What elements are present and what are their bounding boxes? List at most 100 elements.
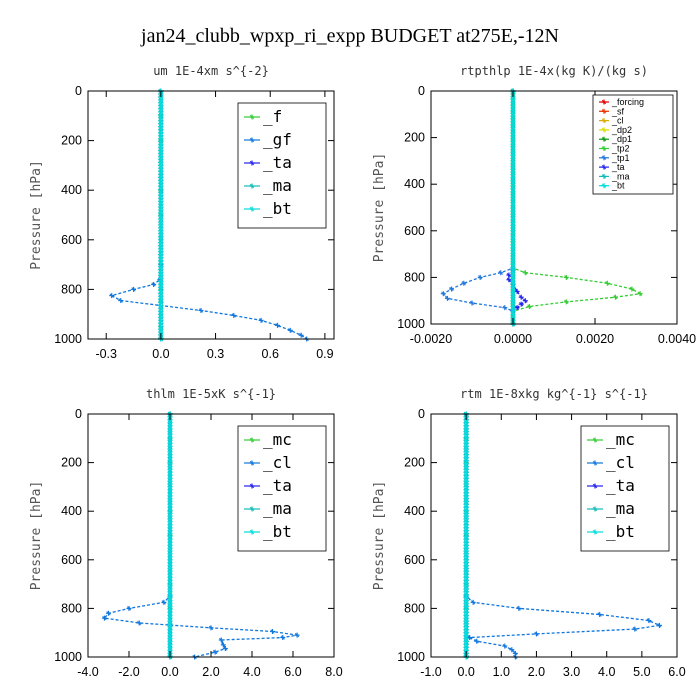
legend-marker — [601, 146, 607, 151]
legend-label: _forcing — [611, 97, 644, 107]
data-point — [518, 301, 524, 307]
legend-item: _forcing — [599, 97, 644, 107]
legend-item: _tp1 — [599, 153, 630, 163]
y-tick-label: 1000 — [397, 317, 425, 331]
legend-label: _tp1 — [611, 153, 630, 163]
y-tick-label: 0 — [418, 84, 425, 98]
x-tick-label: -0.0020 — [410, 332, 452, 346]
data-point — [656, 622, 662, 628]
legend-label: _sf — [611, 106, 625, 116]
legend-label: _ma — [611, 171, 630, 181]
legend-marker — [601, 108, 607, 114]
y-tick-label: 600 — [61, 233, 82, 247]
x-tick-label: 5.0 — [633, 665, 650, 679]
data-point — [604, 280, 610, 286]
legend-item: _ta — [599, 162, 625, 172]
legend-label: _mc — [606, 430, 635, 449]
data-point — [597, 611, 603, 617]
data-point — [440, 291, 446, 297]
x-tick-label: -2.0 — [118, 665, 140, 679]
x-tick-label: 0.0040 — [658, 332, 696, 346]
x-tick-label: 0.0 — [457, 665, 474, 679]
chart-panel-2: rtpthlp 1E-4x(kg K)/(kg s) Pressure [hPa]… — [372, 64, 696, 346]
x-tick-label: -4.0 — [77, 665, 99, 679]
legend-label: _ta — [263, 476, 292, 495]
data-point — [518, 294, 524, 300]
data-point — [613, 294, 618, 300]
legend-marker — [601, 136, 607, 142]
legend: _forcing_sf_cl_dp2_dp1_tp2_tp1_ta_ma_bt — [592, 94, 674, 195]
data-point — [522, 270, 528, 276]
x-tick-label: 0.0020 — [576, 332, 614, 346]
x-tick-label: 8.0 — [325, 665, 342, 679]
data-point — [208, 625, 214, 631]
series-group — [109, 88, 310, 342]
data-point — [222, 645, 228, 651]
data-point — [151, 281, 157, 287]
x-tick-label: -1.0 — [420, 665, 442, 679]
data-point — [198, 307, 204, 313]
y-tick-label: 0 — [75, 84, 82, 98]
legend-label: _f — [263, 107, 282, 126]
data-point — [563, 274, 569, 280]
data-point — [563, 299, 569, 305]
data-point — [629, 286, 635, 292]
legend-label: _ma — [263, 176, 292, 195]
data-point — [477, 274, 483, 280]
legend-item: _cl — [599, 116, 624, 126]
x-tick-label: 0.9 — [316, 347, 333, 361]
data-point — [502, 643, 508, 649]
y-axis-label: Pressure [hPa] — [29, 160, 44, 270]
legend-item: _gf — [244, 130, 292, 149]
panel-title: rtm 1E-8xkg kg^{-1} s^{-1} — [460, 387, 648, 401]
x-tick-label: 4.0 — [598, 665, 615, 679]
legend-label: _dp1 — [611, 134, 632, 144]
data-point — [106, 610, 111, 616]
legend: _mc _cl _ta _ma _bt — [580, 425, 670, 552]
y-tick-label: 0 — [75, 407, 82, 421]
data-point — [294, 632, 300, 638]
legend-marker — [601, 164, 607, 170]
y-tick-label: 800 — [404, 270, 425, 284]
y-axis-label: Pressure [hPa] — [29, 481, 44, 591]
x-tick-label: 0.3 — [207, 347, 224, 361]
y-tick-label: 400 — [404, 177, 425, 191]
data-point — [270, 628, 275, 634]
figure-title: jan24_clubb_wpxp_ri_expp BUDGET at275E,-… — [140, 25, 559, 47]
data-point — [258, 317, 264, 323]
y-tick-label: 600 — [61, 553, 82, 567]
legend-marker — [249, 137, 255, 143]
chart-panel-3: thlm 1E-5xK s^{-1} Pressure [hPa] -4.0 -2.0… — [29, 387, 343, 679]
data-point — [280, 635, 286, 641]
legend-marker — [249, 206, 255, 212]
y-tick-label: 800 — [404, 601, 425, 615]
y-tick-label: 400 — [404, 504, 425, 518]
legend-label: _dp2 — [611, 125, 632, 135]
legend-label: _tp2 — [611, 144, 630, 154]
x-tick-label: 4.0 — [243, 665, 260, 679]
y-tick-label: 800 — [61, 601, 82, 615]
x-tick-label: 2.0 — [528, 665, 545, 679]
data-point — [109, 293, 115, 299]
data-point — [287, 327, 293, 333]
legend-item: _dp1 — [599, 134, 632, 144]
legend-marker — [601, 155, 607, 161]
data-point — [646, 618, 652, 624]
panel-title: thlm 1E-5xK s^{-1} — [146, 387, 276, 401]
data-point — [275, 322, 281, 328]
legend-label: _bt — [263, 522, 292, 541]
data-point — [220, 642, 226, 648]
x-tick-label: 0.0000 — [494, 332, 532, 346]
x-tick-label: -0.3 — [95, 347, 117, 361]
data-point — [470, 599, 476, 605]
y-tick-label: 1000 — [397, 650, 425, 664]
data-point — [118, 298, 124, 304]
x-tick-label: 0.0 — [152, 347, 169, 361]
legend-box — [592, 94, 674, 195]
legend-box — [237, 102, 327, 229]
y-tick-label: 1000 — [54, 332, 82, 346]
legend-label: _bt — [606, 522, 635, 541]
data-point — [533, 631, 539, 637]
x-tick-label: 1.0 — [493, 665, 510, 679]
data-point — [131, 286, 137, 292]
